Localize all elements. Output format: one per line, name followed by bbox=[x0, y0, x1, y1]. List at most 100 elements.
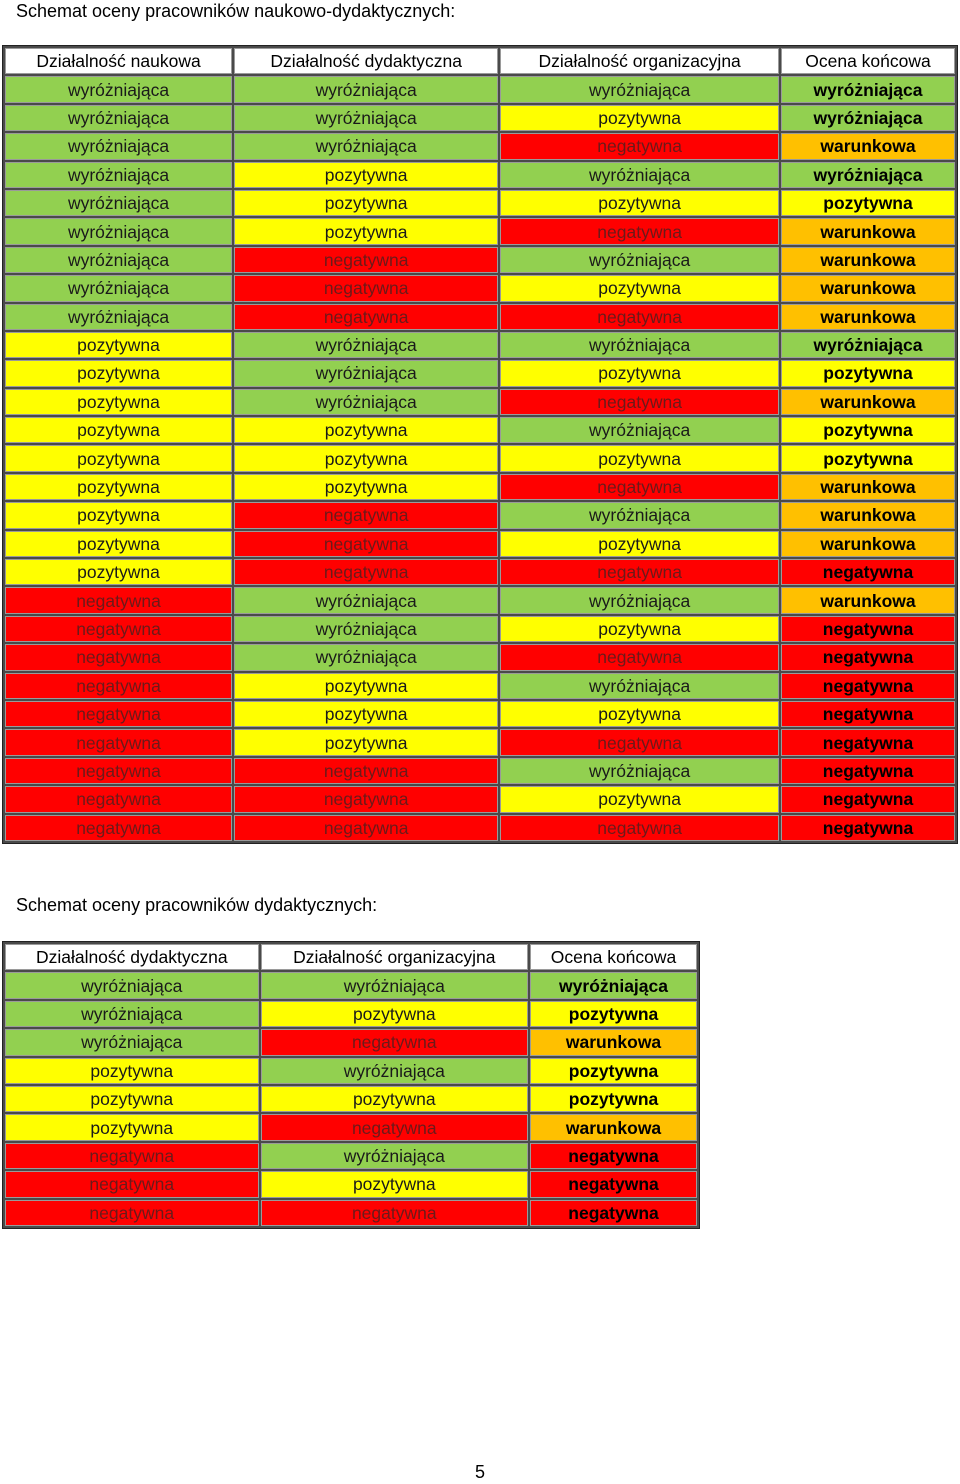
table-row: wyróżniająca wyróżniająca wyróżniająca wyró… bbox=[5, 76, 955, 103]
grade-cell: wyróżniająca bbox=[5, 189, 233, 217]
grade-cell: pozytywna bbox=[234, 445, 499, 472]
grade-cell: wyróżniająca bbox=[500, 331, 780, 359]
grade-cell: negatywna bbox=[500, 644, 780, 671]
research-staff-evaluation-table: Działalność naukowa Działalność dydaktyc… bbox=[2, 45, 958, 844]
grade-cell: pozytywna bbox=[234, 729, 499, 756]
grade-cell: negatywna bbox=[5, 615, 233, 643]
final-grade-cell: negatywna bbox=[781, 700, 955, 728]
table-row: pozytywna wyróżniająca pozytywna pozytywna bbox=[5, 360, 955, 387]
final-grade-cell: warunkowa bbox=[781, 502, 955, 529]
section-heading-teaching-staff: Schemat oceny pracowników dydaktycznych: bbox=[16, 895, 378, 915]
grade-cell: negatywna bbox=[5, 1171, 259, 1198]
final-grade-cell: negatywna bbox=[781, 615, 955, 643]
grade-cell: wyróżniająca bbox=[5, 1029, 259, 1056]
grade-cell: negatywna bbox=[5, 644, 233, 671]
grade-cell: negatywna bbox=[5, 587, 233, 614]
grade-cell: pozytywna bbox=[5, 417, 233, 444]
grade-cell: negatywna bbox=[5, 729, 233, 756]
grade-cell: negatywna bbox=[234, 530, 499, 558]
grade-cell: wyróżniająca bbox=[5, 303, 233, 330]
table-row: negatywna pozytywna wyróżniająca negatywna bbox=[5, 672, 955, 699]
final-grade-cell: pozytywna bbox=[781, 189, 955, 217]
final-grade-cell: wyróżniająca bbox=[781, 76, 955, 103]
grade-cell: negatywna bbox=[234, 814, 499, 841]
final-grade-cell: pozytywna bbox=[530, 1000, 697, 1028]
final-grade-cell: warunkowa bbox=[781, 303, 955, 330]
grade-cell: pozytywna bbox=[5, 445, 233, 472]
grade-cell: wyróżniająca bbox=[500, 76, 780, 103]
teaching-staff-evaluation-table: Działalność dydaktyczna Działalność orga… bbox=[2, 941, 700, 1229]
grade-cell: wyróżniająca bbox=[5, 275, 233, 302]
final-grade-cell: wyróżniająca bbox=[781, 104, 955, 132]
column-header: Działalność naukowa bbox=[5, 48, 233, 75]
grade-cell: pozytywna bbox=[500, 615, 780, 643]
grade-cell: negatywna bbox=[500, 473, 780, 501]
grade-cell: negatywna bbox=[5, 700, 233, 728]
column-header: Działalność organizacyjna bbox=[500, 48, 780, 75]
table-row: negatywna wyróżniająca pozytywna negatywna bbox=[5, 615, 955, 643]
table-row: negatywna wyróżniająca negatywna negatywna bbox=[5, 644, 955, 671]
table-row: wyróżniająca wyróżniająca negatywna warunko… bbox=[5, 133, 955, 160]
grade-cell: pozytywna bbox=[5, 1085, 259, 1113]
grade-cell: wyróżniająca bbox=[234, 76, 499, 103]
grade-cell: wyróżniająca bbox=[260, 1057, 529, 1084]
grade-cell: wyróżniająca bbox=[234, 587, 499, 614]
grade-cell: pozytywna bbox=[234, 672, 499, 699]
column-header: Działalność dydaktyczna bbox=[5, 944, 259, 971]
table-row: negatywna negatywna negatywna negatywna bbox=[5, 814, 955, 841]
grade-cell: negatywna bbox=[500, 303, 780, 330]
table-row: negatywna wyróżniająca negatywna bbox=[5, 1142, 697, 1170]
grade-cell: pozytywna bbox=[5, 473, 233, 501]
grade-cell: negatywna bbox=[500, 729, 780, 756]
grade-cell: pozytywna bbox=[5, 331, 233, 359]
final-grade-cell: negatywna bbox=[781, 729, 955, 756]
grade-cell: wyróżniająca bbox=[5, 972, 259, 999]
final-grade-cell: warunkowa bbox=[781, 587, 955, 614]
grade-cell: negatywna bbox=[5, 786, 233, 813]
column-header: Ocena końcowa bbox=[530, 944, 697, 971]
grade-cell: wyróżniająca bbox=[234, 388, 499, 416]
grade-cell: pozytywna bbox=[234, 473, 499, 501]
grade-cell: pozytywna bbox=[5, 1057, 259, 1084]
grade-cell: negatywna bbox=[234, 275, 499, 302]
table-row: negatywna negatywna negatywna bbox=[5, 1199, 697, 1226]
final-grade-cell: warunkowa bbox=[530, 1029, 697, 1056]
grade-cell: wyróżniająca bbox=[5, 246, 233, 274]
final-grade-cell: negatywna bbox=[781, 672, 955, 699]
grade-cell: negatywna bbox=[234, 786, 499, 813]
table-row: negatywna negatywna pozytywna negatywna bbox=[5, 786, 955, 813]
grade-cell: wyróżniająca bbox=[5, 104, 233, 132]
table-row: pozytywna wyróżniająca wyróżniająca wyróżni… bbox=[5, 331, 955, 359]
table-row: pozytywna pozytywna wyróżniająca pozytywna bbox=[5, 417, 955, 444]
page-number: 5 bbox=[474, 1462, 485, 1482]
final-grade-cell: warunkowa bbox=[781, 246, 955, 274]
column-header: Ocena końcowa bbox=[781, 48, 955, 75]
column-header: Działalność dydaktyczna bbox=[234, 48, 499, 75]
table-header-row: Działalność naukowa Działalność dydaktyc… bbox=[5, 48, 955, 75]
grade-cell: wyróżniająca bbox=[234, 331, 499, 359]
grade-cell: pozytywna bbox=[234, 700, 499, 728]
table-row: pozytywna negatywna warunkowa bbox=[5, 1114, 697, 1141]
final-grade-cell: warunkowa bbox=[781, 473, 955, 501]
grade-cell: pozytywna bbox=[234, 417, 499, 444]
grade-cell: wyróżniająca bbox=[500, 417, 780, 444]
grade-cell: pozytywna bbox=[234, 218, 499, 245]
grade-cell: pozytywna bbox=[500, 360, 780, 387]
grade-cell: pozytywna bbox=[5, 559, 233, 586]
grade-cell: pozytywna bbox=[500, 700, 780, 728]
table-row: wyróżniająca wyróżniająca pozytywna wyróżni… bbox=[5, 104, 955, 132]
grade-cell: wyróżniająca bbox=[234, 133, 499, 160]
grade-cell: negatywna bbox=[500, 133, 780, 160]
final-grade-cell: warunkowa bbox=[781, 275, 955, 302]
grade-cell: pozytywna bbox=[260, 1171, 529, 1198]
table-header-row: Działalność dydaktyczna Działalność orga… bbox=[5, 944, 697, 971]
table-row: pozytywna negatywna negatywna negatywna bbox=[5, 559, 955, 586]
grade-cell: pozytywna bbox=[5, 1114, 259, 1141]
grade-cell: pozytywna bbox=[5, 388, 233, 416]
final-grade-cell: pozytywna bbox=[781, 417, 955, 444]
final-grade-cell: wyróżniająca bbox=[530, 972, 697, 999]
table-row: pozytywna wyróżniająca pozytywna bbox=[5, 1057, 697, 1084]
grade-cell: wyróżniająca bbox=[5, 161, 233, 188]
table-row: negatywna wyróżniająca wyróżniająca warunko… bbox=[5, 587, 955, 614]
final-grade-cell: negatywna bbox=[781, 644, 955, 671]
